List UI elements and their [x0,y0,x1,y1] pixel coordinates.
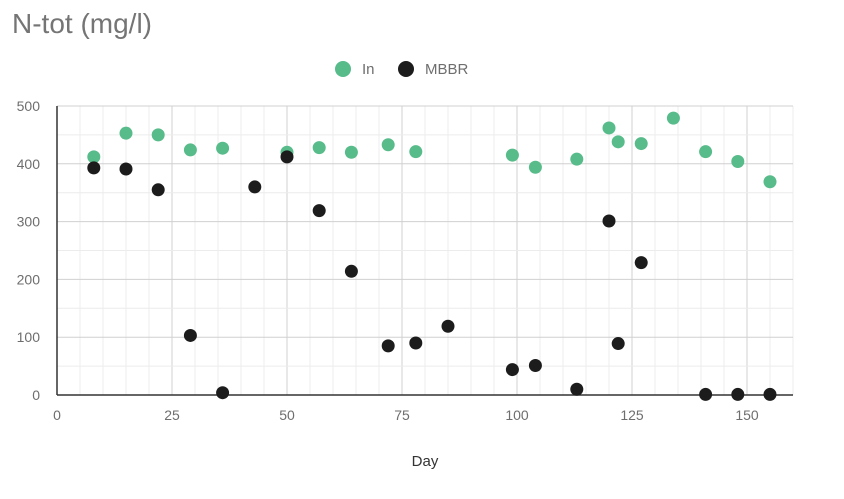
chart-title: N-tot (mg/l) [12,8,152,39]
data-point-in[interactable] [312,141,326,155]
data-point-mbbr[interactable] [280,150,294,164]
data-point-mbbr[interactable] [602,214,616,228]
x-tick-label: 0 [53,407,61,423]
y-tick-label: 200 [17,271,41,287]
x-tick-label: 150 [735,407,759,423]
x-tick-label: 75 [394,407,410,423]
data-point-mbbr[interactable] [381,339,395,353]
data-point-mbbr[interactable] [312,204,326,218]
data-point-in[interactable] [528,160,542,174]
data-point-in[interactable] [151,128,165,142]
data-point-in[interactable] [119,126,133,140]
data-point-mbbr[interactable] [216,386,230,400]
data-point-mbbr[interactable] [611,337,625,351]
y-tick-label: 100 [17,329,41,345]
data-point-in[interactable] [763,175,777,189]
x-tick-label: 100 [505,407,529,423]
data-point-mbbr[interactable] [528,359,542,373]
data-point-in[interactable] [699,145,713,159]
data-point-in[interactable] [409,145,423,159]
data-point-in[interactable] [381,138,395,152]
data-point-mbbr[interactable] [183,328,197,342]
data-point-in[interactable] [87,150,101,164]
data-point-mbbr[interactable] [634,256,648,270]
data-point-mbbr[interactable] [344,264,358,278]
data-point-in[interactable] [611,135,625,149]
data-point-in[interactable] [602,121,616,135]
data-point-in[interactable] [344,145,358,159]
data-point-mbbr[interactable] [151,183,165,197]
series-in [87,111,777,189]
data-point-in[interactable] [666,111,680,125]
data-point-in[interactable] [505,148,519,162]
data-point-mbbr[interactable] [248,180,262,194]
data-point-mbbr[interactable] [87,161,101,175]
y-tick-label: 400 [17,156,41,172]
data-point-mbbr[interactable] [505,363,519,377]
data-point-mbbr[interactable] [570,382,584,396]
x-tick-label: 125 [620,407,644,423]
grid-lines [57,105,794,395]
legend-label-in: In [362,61,375,78]
x-tick-label: 50 [279,407,295,423]
data-point-in[interactable] [183,143,197,157]
data-point-mbbr[interactable] [731,387,745,401]
data-point-mbbr[interactable] [763,387,777,401]
data-point-mbbr[interactable] [441,319,455,333]
data-point-in[interactable] [216,141,230,155]
data-point-mbbr[interactable] [699,387,713,401]
y-tick-label: 300 [17,214,41,230]
legend: In MBBR [335,61,469,78]
legend-marker-mbbr [398,61,414,77]
legend-marker-in [335,61,351,77]
data-point-in[interactable] [731,154,745,168]
data-point-mbbr[interactable] [409,336,423,350]
legend-label-mbbr: MBBR [425,61,469,78]
x-axis-title: Day [412,453,439,470]
data-point-in[interactable] [570,152,584,166]
x-tick-label: 25 [164,407,180,423]
data-point-mbbr[interactable] [119,162,133,176]
y-tick-label: 0 [32,387,40,403]
series-mbbr [87,150,777,401]
data-point-in[interactable] [634,137,648,151]
y-tick-label: 500 [17,98,41,114]
